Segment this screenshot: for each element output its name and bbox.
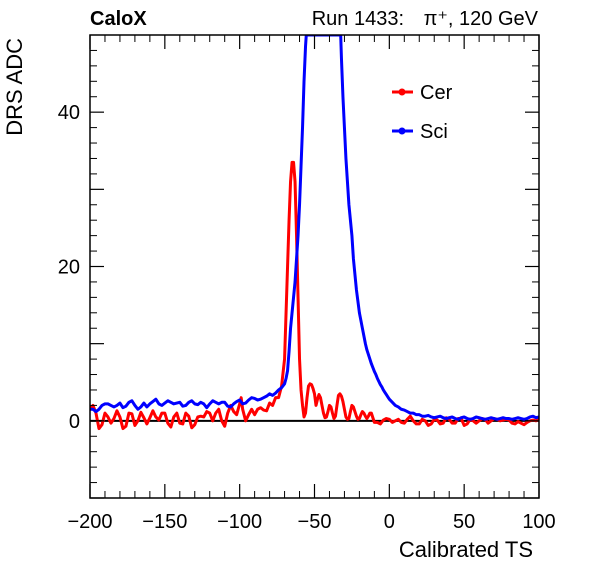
legend: Cer Sci bbox=[392, 82, 453, 143]
x-tick-label: 50 bbox=[453, 511, 475, 533]
y-axis-title: DRS ADC bbox=[2, 38, 27, 136]
legend-label-cer: Cer bbox=[420, 82, 453, 104]
particle-label: π⁺, 120 GeV bbox=[424, 8, 539, 30]
x-axis-title: Calibrated TS bbox=[399, 537, 533, 562]
x-tick-label: −50 bbox=[298, 511, 332, 533]
legend-label-sci: Sci bbox=[420, 121, 448, 143]
x-tick-label: −150 bbox=[142, 511, 187, 533]
x-tick-label: −200 bbox=[67, 511, 112, 533]
x-tick-label: 0 bbox=[384, 511, 395, 533]
y-tick-label: 0 bbox=[69, 411, 80, 433]
legend-marker-sci bbox=[398, 127, 406, 135]
experiment-label: CaloX bbox=[90, 8, 147, 30]
x-tick-label: 100 bbox=[522, 511, 555, 533]
x-tick-label: −100 bbox=[217, 511, 262, 533]
plot-frame bbox=[89, 34, 540, 499]
series-layer bbox=[90, 35, 539, 431]
tick-layer: −200 −150 −100 −50 0 50 100 0 20 40 bbox=[58, 35, 556, 533]
run-label: Run 1433: bbox=[312, 8, 404, 30]
y-tick-label: 20 bbox=[58, 257, 80, 279]
legend-marker-cer bbox=[398, 88, 406, 96]
y-tick-label: 40 bbox=[58, 102, 80, 124]
series-line-sci bbox=[90, 35, 539, 421]
series-line-cer bbox=[90, 160, 539, 431]
